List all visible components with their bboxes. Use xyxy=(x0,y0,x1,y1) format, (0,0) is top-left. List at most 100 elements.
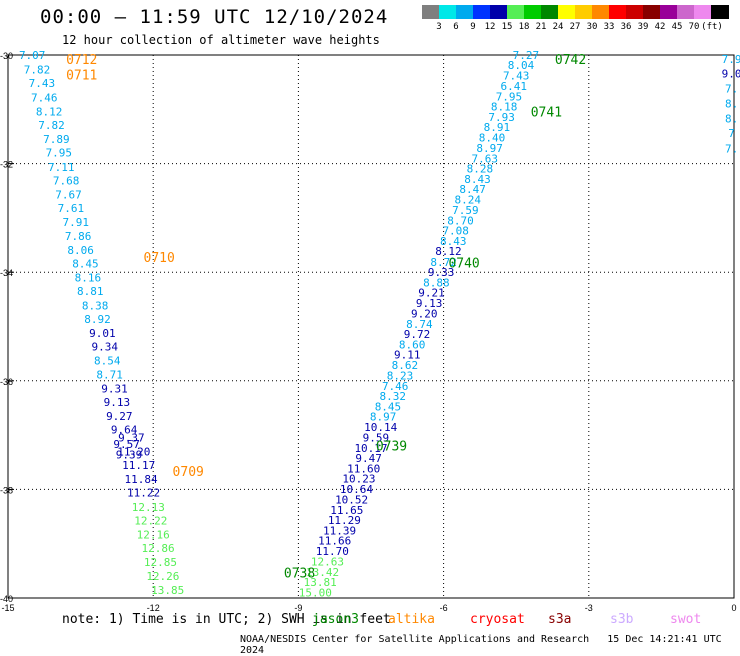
legend-swatch xyxy=(490,5,508,19)
wave-height-value: 8.62 xyxy=(392,359,419,372)
wave-height-value: 9.21 xyxy=(418,287,445,300)
legend-swatch xyxy=(711,5,729,19)
wave-height-value: 7 xyxy=(728,127,735,140)
legend-swatch xyxy=(439,5,457,19)
credit-line: NOAA/NESDIS Center for Satellite Applica… xyxy=(240,634,740,656)
wave-height-value: 9.20 xyxy=(411,307,438,320)
wave-height-value: 7.67 xyxy=(55,189,82,202)
wave-height-value: 8.97 xyxy=(476,142,503,155)
wave-height-value: 7.46 xyxy=(31,91,58,104)
legend-label: 36 xyxy=(620,22,632,32)
lon-tick-label: -9 xyxy=(294,603,302,613)
legend-swatch xyxy=(660,5,678,19)
legend-swatch xyxy=(473,5,491,19)
wave-height-value: 10.17 xyxy=(354,442,387,455)
wave-height-value: 12.85 xyxy=(144,556,177,569)
wave-height-value: 9.47 xyxy=(355,452,382,465)
track-time-label: 0711 xyxy=(66,69,97,84)
wave-height-value: 8.06 xyxy=(67,244,94,257)
wave-height-value: 9.13 xyxy=(104,396,131,409)
wave-height-value: 7.9 xyxy=(722,53,740,66)
wave-height-value: 8.12 xyxy=(435,245,462,258)
legend-label: 33 xyxy=(603,22,615,32)
legend-swatch xyxy=(643,5,661,19)
wave-height-value: 7.43 xyxy=(503,70,530,83)
legend-swatch xyxy=(677,5,695,19)
wave-height-value: 12.16 xyxy=(137,528,170,541)
legend-swatch xyxy=(558,5,576,19)
wave-height-value: 7.91 xyxy=(63,216,90,229)
legend-swatch xyxy=(507,5,525,19)
legend-label: 12 xyxy=(484,22,496,32)
wave-height-value: 7.43 xyxy=(29,77,56,90)
wave-height-value: 8.88 xyxy=(423,276,450,289)
wave-height-value: 7.82 xyxy=(24,64,51,77)
wave-height-value: 15.00 xyxy=(299,587,332,600)
legend-label: 24 xyxy=(552,22,564,32)
wave-height-value: 7.61 xyxy=(58,202,85,215)
wave-height-value: 8.54 xyxy=(94,355,121,368)
wave-height-value: 8.43 xyxy=(464,173,491,186)
wave-height-value: 8.92 xyxy=(84,313,111,326)
wave-height-value: 7.46 xyxy=(382,380,409,393)
wave-height-value: 13.85 xyxy=(151,584,184,597)
wave-height-value: 8.72 xyxy=(430,256,457,269)
wave-height-value: 6.41 xyxy=(501,80,528,93)
track-time-label: 0741 xyxy=(531,105,562,120)
wave-height-value: 8.12 xyxy=(36,105,63,118)
wave-height-value: 10.52 xyxy=(335,493,368,506)
wave-height-value: 8.81 xyxy=(77,285,104,298)
wave-height-value: 7.95 xyxy=(46,147,73,160)
legend-swatch xyxy=(575,5,593,19)
wave-height-value: 7.27 xyxy=(513,49,540,62)
track-time-label: 0712 xyxy=(66,53,97,68)
wave-height-value: 9.11 xyxy=(394,349,421,362)
lat-tick-label: -32 xyxy=(0,160,13,170)
wave-height-value: 7.89 xyxy=(43,133,70,146)
wave-height-value: 8.28 xyxy=(467,163,494,176)
legend-swatch xyxy=(541,5,559,19)
legend-label: 15 xyxy=(501,22,513,32)
track-time-label: 0742 xyxy=(555,53,586,68)
track-time-label: 0709 xyxy=(173,465,204,480)
legend-label: 18 xyxy=(518,22,530,32)
credit-text: NOAA/NESDIS Center for Satellite Applica… xyxy=(240,634,590,645)
wave-height-value: 8.43 xyxy=(440,235,467,248)
wave-height-value: 10.23 xyxy=(342,473,375,486)
legend-swatch xyxy=(592,5,610,19)
wave-height-value: 9.72 xyxy=(404,328,431,341)
wave-height-value: 7.68 xyxy=(53,174,80,187)
wave-height-value: 12.26 xyxy=(146,570,179,583)
legend-label: 9 xyxy=(470,22,476,32)
legend-unit: (ft) xyxy=(701,22,723,32)
wave-height-value: 10.14 xyxy=(364,421,397,434)
wave-height-value: 7.59 xyxy=(452,204,479,217)
wave-height-value: 9.33 xyxy=(428,266,455,279)
lon-tick-label: -3 xyxy=(585,603,593,613)
wave-height-value: 11.20 xyxy=(117,445,150,458)
wave-height-value: 8.60 xyxy=(399,338,426,351)
wave-height-value: 7.86 xyxy=(65,230,92,243)
legend-swatch xyxy=(626,5,644,19)
wave-height-value: 9.57 xyxy=(113,438,140,451)
wave-height-value: 12.13 xyxy=(132,501,165,514)
wave-height-value: 8.38 xyxy=(82,299,109,312)
wave-height-value: 8.04 xyxy=(508,59,535,72)
wave-height-value: 8.16 xyxy=(75,272,102,285)
wave-height-value: 7.63 xyxy=(471,152,498,165)
wave-height-value: 7.08 xyxy=(442,225,469,238)
wave-height-value: 11.22 xyxy=(127,487,160,500)
wave-height-value: 9.0 xyxy=(722,67,740,80)
track-time-label: 0710 xyxy=(144,251,175,266)
legend-label: 27 xyxy=(569,22,581,32)
wave-height-value: 8.32 xyxy=(380,390,407,403)
legend-label: 45 xyxy=(671,22,683,32)
legend-swatch xyxy=(422,5,440,19)
wave-height-value: 7.07 xyxy=(19,49,46,62)
map-subtitle: 12 hour collection of altimeter wave hei… xyxy=(62,33,380,47)
wave-height-value: 12.63 xyxy=(311,555,344,568)
wave-height-value: 9.31 xyxy=(101,382,128,395)
lon-tick-label: 0 xyxy=(731,603,736,613)
track-time-label: 0739 xyxy=(376,439,407,454)
